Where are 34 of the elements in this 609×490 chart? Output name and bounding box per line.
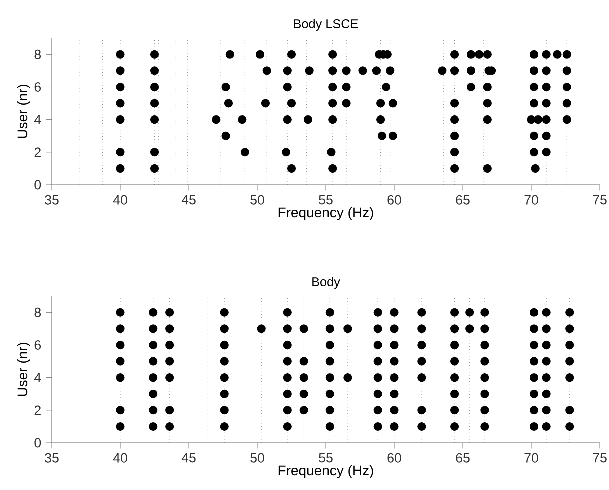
x-tick-label: 50 (250, 195, 264, 205)
y-tick-label: 4 (34, 373, 42, 382)
y-tick-label: 6 (34, 82, 42, 92)
x-tick-label: 35 (45, 195, 59, 205)
x-tick-label: 55 (319, 453, 333, 463)
x-tick-label: 35 (45, 453, 59, 463)
y-tick-label: 4 (34, 115, 42, 124)
y-axis-title: User (nr) (17, 342, 30, 396)
y-tick-label: 0 (34, 180, 42, 190)
x-axis-title: Frequency (Hz) (278, 207, 374, 220)
y-axis-title: User (nr) (17, 84, 30, 138)
y-tick-label: 0 (34, 438, 42, 448)
y-tick-label: 6 (34, 340, 42, 350)
y-tick-label: 2 (34, 406, 41, 416)
x-tick-label: 75 (593, 195, 607, 205)
y-tick-label: 8 (34, 308, 42, 318)
chart-title: Body LSCE (294, 19, 358, 31)
x-tick-label: 60 (388, 195, 402, 205)
x-tick-label: 55 (319, 195, 333, 205)
chart-title: Body (312, 277, 340, 289)
x-tick-label: 65 (456, 453, 470, 463)
x-tick-label: 75 (593, 453, 607, 463)
x-tick-label: 70 (524, 453, 538, 463)
x-tick-label: 45 (182, 195, 196, 205)
x-tick-label: 45 (182, 453, 196, 463)
x-tick-label: 50 (250, 453, 264, 463)
x-tick-label: 40 (113, 195, 128, 205)
x-tick-label: 70 (524, 195, 538, 205)
x-tick-label: 40 (113, 453, 128, 463)
y-tick-label: 2 (34, 148, 41, 158)
x-tick-label: 65 (456, 195, 470, 205)
x-tick-label: 60 (388, 453, 402, 463)
y-tick-label: 8 (34, 50, 42, 60)
x-axis-title: Frequency (Hz) (278, 465, 374, 478)
